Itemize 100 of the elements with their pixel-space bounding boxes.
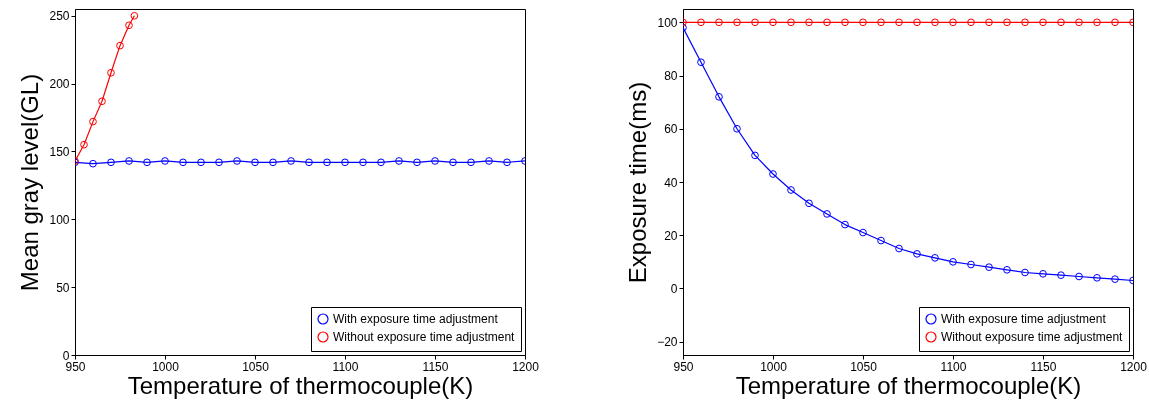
point (1075, 272, 1083, 281)
point (967, 18, 975, 27)
legend-label: Without exposure time adjustment (941, 330, 1124, 344)
legend-label: With exposure time adjustment (333, 312, 499, 326)
point (143, 158, 151, 167)
point (859, 18, 867, 27)
y-tick-label: 100 (657, 15, 678, 30)
point (985, 263, 993, 272)
legend-label: Without exposure time adjustment (333, 330, 516, 344)
point (251, 158, 259, 167)
point (751, 18, 759, 27)
point (1111, 275, 1119, 283)
point (841, 220, 849, 229)
point (967, 260, 975, 269)
point (877, 236, 885, 245)
x-tick-label: 1200 (1120, 359, 1148, 374)
point (305, 158, 313, 167)
point (913, 18, 921, 27)
point (431, 157, 439, 165)
point (1093, 18, 1101, 27)
point (89, 159, 97, 168)
point (733, 124, 741, 133)
point (130, 11, 139, 20)
x-tick-label: 1000 (152, 359, 180, 374)
point (1057, 18, 1065, 27)
x-tick-label: 1050 (242, 359, 270, 374)
point (733, 18, 741, 27)
y-tick-label: 80 (664, 69, 678, 84)
point (359, 158, 367, 167)
point (215, 158, 223, 167)
point (895, 244, 903, 253)
y-tick-label: 250 (49, 9, 70, 24)
y-tick-label: 60 (664, 122, 678, 137)
point (161, 157, 169, 165)
point (913, 250, 921, 258)
point (805, 18, 813, 27)
point (805, 199, 813, 208)
point (1039, 269, 1047, 278)
y-axis-title: Mean gray level(GL) (16, 73, 44, 292)
point (823, 210, 831, 218)
point (1021, 268, 1029, 277)
point (841, 18, 849, 27)
y-tick-label: 40 (664, 175, 678, 190)
point (413, 158, 421, 167)
point (116, 41, 124, 50)
point (931, 254, 939, 262)
point (877, 18, 885, 27)
y-axis-title: Exposure time(ms) (624, 81, 652, 284)
point (125, 157, 133, 165)
point (1111, 18, 1119, 27)
x-tick-label: 1150 (422, 359, 449, 374)
point (1039, 18, 1047, 27)
point (1021, 18, 1029, 27)
point (449, 158, 457, 167)
y-tick-label: 150 (49, 144, 70, 159)
y-tick-label: 100 (49, 212, 70, 227)
point (98, 97, 106, 106)
x-tick-label: 950 (673, 359, 694, 374)
point (715, 92, 723, 101)
point (179, 158, 187, 167)
x-tick-label: 1150 (1030, 359, 1057, 374)
x-axis-title: Temperature of thermocouple(K) (735, 371, 1082, 399)
point (931, 18, 939, 27)
x-tick-label: 1050 (850, 359, 878, 374)
y-tick-label: −20 (657, 335, 678, 350)
x-tick-label: 1100 (940, 359, 967, 374)
point (485, 157, 493, 165)
y-tick-label: 50 (56, 280, 70, 295)
point (80, 140, 88, 149)
y-tick-label: 200 (49, 77, 70, 92)
point (949, 258, 957, 266)
point (787, 18, 795, 27)
x-tick-label: 1200 (512, 359, 540, 374)
point (715, 18, 723, 27)
x-axis-title: Temperature of thermocouple(K) (127, 371, 474, 399)
point (1093, 273, 1101, 282)
point (823, 18, 831, 27)
point (503, 158, 511, 167)
point (377, 158, 385, 167)
point (859, 228, 867, 237)
point (107, 68, 115, 77)
point (949, 18, 957, 27)
point (697, 58, 705, 67)
point (787, 186, 795, 194)
point (985, 18, 993, 27)
point (323, 158, 331, 167)
point (341, 158, 349, 167)
x-tick-label: 1000 (760, 359, 788, 374)
point (895, 18, 903, 27)
y-tick-label: 20 (664, 228, 678, 243)
point (233, 157, 241, 165)
point (697, 18, 705, 27)
point (769, 170, 777, 178)
point (125, 21, 133, 30)
legend-label: With exposure time adjustment (941, 312, 1107, 326)
point (287, 157, 295, 165)
point (89, 117, 97, 126)
point (1003, 265, 1011, 274)
point (769, 18, 777, 27)
point (269, 158, 277, 167)
